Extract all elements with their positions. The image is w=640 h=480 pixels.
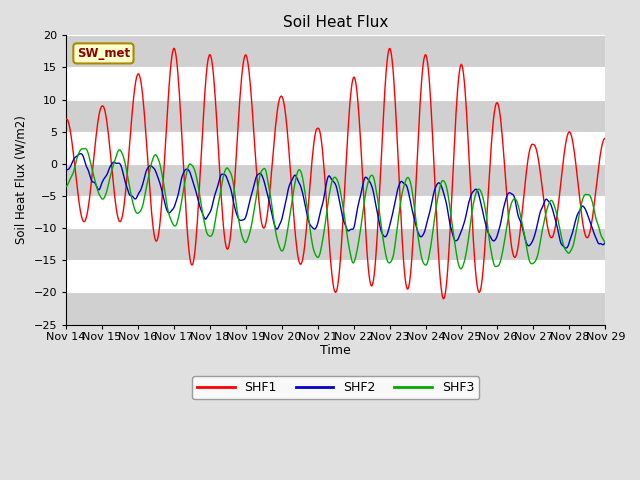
Line: SHF1: SHF1 (66, 48, 605, 299)
Bar (66, 228, 605, 260)
SHF2 (602, 240, 609, 245)
SHF1 (127, 120, 135, 125)
SHF1 (418, 79, 426, 84)
SHF1 (602, 135, 609, 141)
SHF1 (211, 96, 219, 101)
SHF3 (211, 218, 219, 224)
SHF3 (72, 160, 79, 166)
X-axis label: Time: Time (320, 344, 351, 357)
Y-axis label: Soil Heat Flux (W/m2): Soil Heat Flux (W/m2) (15, 116, 28, 244)
SHF1 (170, 46, 178, 51)
SHF2 (77, 151, 85, 156)
SHF1 (62, 116, 70, 122)
SHF3 (128, 197, 136, 203)
SHF3 (458, 266, 465, 272)
SHF2 (402, 182, 410, 188)
SHF1 (183, 222, 191, 228)
SHF3 (62, 184, 70, 190)
SHF3 (602, 240, 609, 245)
SHF2 (563, 245, 570, 251)
Bar (66, 36, 605, 68)
Line: SHF3: SHF3 (66, 148, 605, 269)
SHF3 (418, 254, 426, 260)
Text: SW_met: SW_met (77, 47, 130, 60)
SHF3 (183, 169, 191, 175)
SHF2 (418, 234, 426, 240)
SHF2 (183, 166, 191, 172)
Bar (66, 100, 605, 132)
SHF1 (402, 280, 410, 286)
SHF2 (128, 193, 136, 199)
SHF3 (402, 178, 410, 183)
Title: Soil Heat Flux: Soil Heat Flux (283, 15, 388, 30)
SHF3 (82, 145, 90, 151)
SHF1 (440, 296, 447, 301)
Legend: SHF1, SHF2, SHF3: SHF1, SHF2, SHF3 (192, 376, 479, 399)
Line: SHF2: SHF2 (66, 154, 605, 248)
Bar (66, 164, 605, 196)
SHF2 (62, 167, 70, 172)
SHF2 (72, 154, 79, 160)
SHF2 (211, 191, 219, 196)
Bar (66, 292, 605, 324)
SHF1 (72, 173, 79, 179)
